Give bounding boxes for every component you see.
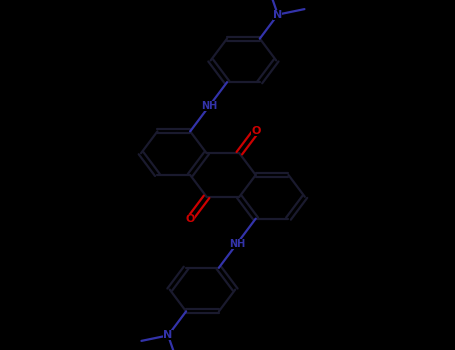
Text: NH: NH	[229, 239, 245, 249]
Text: N: N	[163, 330, 173, 341]
Text: O: O	[251, 126, 260, 136]
Text: N: N	[273, 9, 283, 20]
Text: NH: NH	[201, 101, 217, 111]
Text: O: O	[186, 214, 195, 224]
